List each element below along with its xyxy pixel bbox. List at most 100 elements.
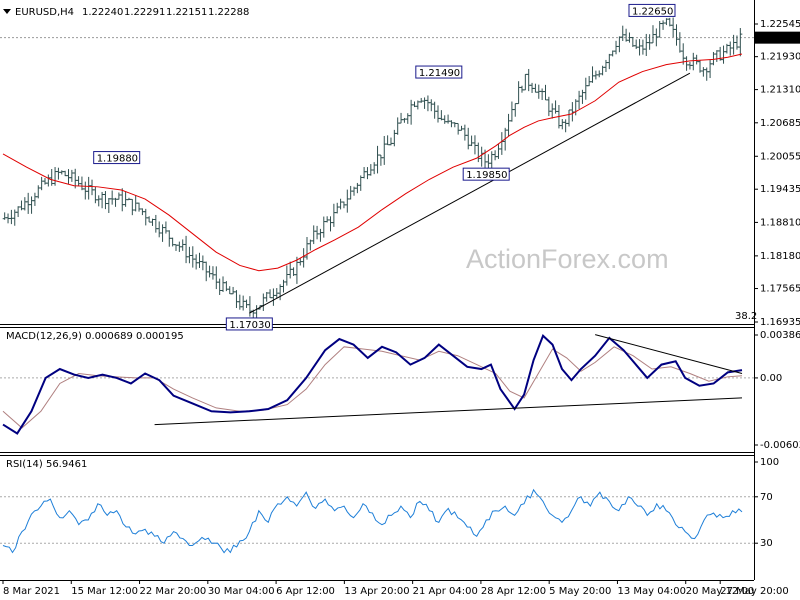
ohlc-bar <box>345 189 350 213</box>
ohlc-bar <box>106 197 111 214</box>
ohlc-bar <box>271 288 276 306</box>
ohlc-bar <box>466 127 471 150</box>
ohlc-bar <box>409 99 414 125</box>
rsi-title: RSI(14) 56.9461 <box>6 459 87 470</box>
ohlc-bar <box>46 174 51 187</box>
ohlc-bar <box>16 206 21 218</box>
ohlc-bar <box>449 120 454 128</box>
ohlc-bar <box>469 135 474 147</box>
ohlc-bar <box>543 84 548 101</box>
ohlc-bar <box>365 167 370 180</box>
ohlc-bar <box>590 66 595 83</box>
price-annotation[interactable]: 1.21490 <box>415 65 463 79</box>
price-annotation[interactable]: 1.19850 <box>462 167 510 181</box>
ohlc-bar <box>493 150 498 161</box>
current-price-marker: 1.22288 <box>755 31 800 44</box>
y-tick-label: 1.16935 <box>760 317 800 328</box>
ohlc-bar <box>395 117 400 135</box>
x-tick-label: 13 Apr 20:00 <box>344 586 409 597</box>
ohlc-bar <box>385 135 390 146</box>
ohlc-bar <box>116 192 121 200</box>
ohlc-bar <box>234 290 239 309</box>
y-tick-label: 1.20685 <box>760 118 800 129</box>
x-tick-label: 6 Apr 12:00 <box>276 586 335 597</box>
ohlc-bar <box>301 248 306 268</box>
macd-y-tick-label: -0.006038 <box>760 440 800 451</box>
ohlc-bar <box>304 236 309 260</box>
ohlc-bar <box>496 143 501 159</box>
ohlc-bar <box>66 169 71 184</box>
close-value: 1.22288 <box>208 7 249 18</box>
ohlc-bar <box>583 77 588 100</box>
dropdown-triangle-icon[interactable] <box>3 9 11 14</box>
ohlc-bar <box>446 114 451 124</box>
ohlc-bar <box>163 221 168 234</box>
x-tick-label: 8 Mar 2021 <box>3 586 60 597</box>
ohlc-bar <box>241 295 246 311</box>
ohlc-bar <box>580 89 585 104</box>
ohlc-bar <box>311 225 316 245</box>
ohlc-bar <box>486 154 491 169</box>
ohlc-bar <box>200 255 205 271</box>
rsi-y-tick-label: 30 <box>760 538 773 549</box>
ohlc-bar <box>640 39 645 55</box>
y-tick-label: 1.21310 <box>760 85 800 96</box>
ohlc-bar <box>93 186 98 204</box>
ohlc-bar <box>56 167 61 180</box>
macd-line <box>2 333 743 435</box>
ohlc-bar <box>378 154 383 166</box>
ohlc-bar <box>86 176 91 200</box>
ohlc-bar <box>90 179 95 196</box>
ohlc-bar <box>76 176 81 187</box>
annotation-label: 1.17030 <box>229 320 270 331</box>
ohlc-bar <box>519 85 524 93</box>
ohlc-bar <box>110 190 115 205</box>
ohlc-bar <box>422 97 427 109</box>
ohlc-bar <box>325 216 330 223</box>
moving-average-line <box>2 53 743 272</box>
ohlc-bar <box>244 299 249 308</box>
annotation-label: 1.19880 <box>97 154 138 165</box>
annotation-label: 1.21490 <box>419 68 460 79</box>
ohlc-bar <box>614 40 619 55</box>
ohlc-bar <box>382 135 387 165</box>
ohlc-bar <box>362 167 367 179</box>
y-tick-label: 1.19435 <box>760 184 800 195</box>
ohlc-bar <box>506 113 511 137</box>
ohlc-bar <box>237 294 242 310</box>
ohlc-bar <box>439 110 444 121</box>
ohlc-bar <box>123 191 128 207</box>
symbol-label: EURUSD,H4 <box>15 7 74 18</box>
ohlc-bar <box>721 45 726 64</box>
support-trendline[interactable] <box>249 72 691 314</box>
ohlc-bar <box>331 203 336 227</box>
fib-level-label: 38.2 <box>735 311 757 322</box>
ohlc-bar <box>694 54 699 65</box>
ohlc-bar <box>533 83 538 93</box>
ohlc-bar <box>617 36 622 53</box>
watermark: ActionForex.com <box>466 244 669 274</box>
rsi-line <box>2 488 743 554</box>
annotation-label: 1.22650 <box>632 6 673 17</box>
y-tick-label: 1.22545 <box>760 19 800 30</box>
open-value: 1.22240 <box>82 7 123 18</box>
macd-trendline[interactable] <box>154 397 743 426</box>
ohlc-bar <box>288 261 293 279</box>
price-annotation[interactable]: 1.19880 <box>93 151 141 165</box>
ohlc-bar <box>96 195 101 207</box>
price-annotation[interactable]: 1.17030 <box>225 317 273 331</box>
ohlc-bar <box>348 185 353 200</box>
x-tick-label: 20 May 12:00 <box>686 586 755 597</box>
ohlc-bar <box>607 53 612 70</box>
ohlc-bar <box>372 162 377 175</box>
ohlc-bar <box>419 97 424 103</box>
y-tick-label: 1.20055 <box>760 151 800 162</box>
macd-trendline[interactable] <box>595 334 743 374</box>
ohlc-bar <box>227 286 232 295</box>
price-annotation[interactable]: 1.22650 <box>628 3 676 17</box>
ohlc-bar <box>268 289 273 299</box>
ohlc-bar <box>284 265 289 286</box>
ohlc-bar <box>567 109 572 127</box>
ohlc-bar <box>523 73 528 91</box>
